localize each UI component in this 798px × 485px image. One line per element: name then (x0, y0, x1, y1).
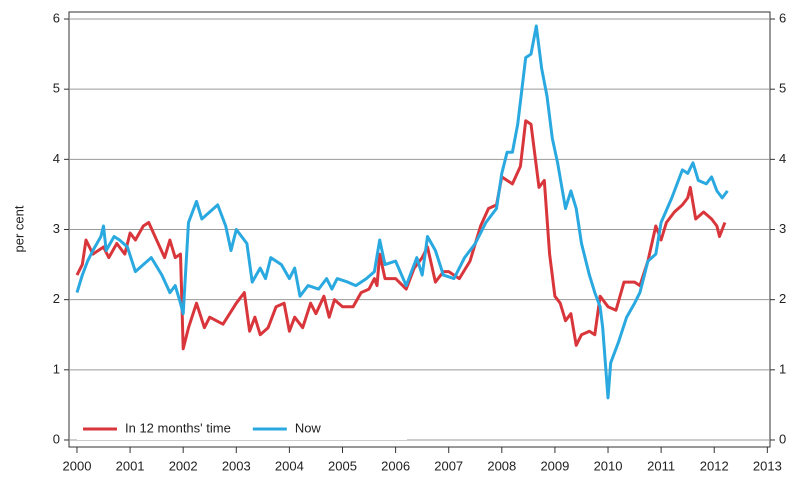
x-tick-label: 2000 (63, 458, 92, 473)
y2-tick-label: 0 (779, 431, 786, 446)
x-tick-label: 2006 (381, 458, 410, 473)
y-axis-label: per cent (11, 205, 26, 252)
y-tick-label: 5 (53, 81, 60, 96)
series-line (75, 119, 727, 351)
x-tick-label: 2010 (594, 458, 623, 473)
legend: In 12 months' time Now (77, 418, 407, 440)
x-tick-label: 2012 (700, 458, 729, 473)
x-tick-label: 2007 (434, 458, 463, 473)
y2-tick-label: 1 (779, 361, 786, 376)
y-tick-label: 0 (53, 431, 60, 446)
y-tick-label: 2 (53, 291, 60, 306)
x-tick-label: 2004 (275, 458, 304, 473)
legend-label: In 12 months' time (125, 420, 231, 435)
y-tick-label: 3 (53, 221, 60, 236)
legend-box (77, 418, 407, 440)
x-tick-label: 2003 (222, 458, 251, 473)
y2-tick-label: 4 (779, 151, 786, 166)
y-tick-label: 4 (53, 151, 60, 166)
x-tick-label: 2009 (540, 458, 569, 473)
y-tick-label: 1 (53, 361, 60, 376)
x-tick-label: 2005 (328, 458, 357, 473)
x-tick-label: 2001 (116, 458, 145, 473)
legend-label: Now (295, 420, 322, 435)
y-tick-label: 6 (53, 10, 60, 25)
y2-tick-label: 5 (779, 81, 786, 96)
x-tick-label: 2011 (647, 458, 675, 473)
y2-tick-label: 2 (779, 291, 786, 306)
x-tick-label: 2013 (753, 458, 782, 473)
y2-tick-label: 3 (779, 221, 786, 236)
x-tick-label: 2008 (487, 458, 516, 473)
y2-tick-label: 6 (779, 10, 786, 25)
series-line (75, 24, 729, 400)
x-tick-label: 2002 (169, 458, 198, 473)
